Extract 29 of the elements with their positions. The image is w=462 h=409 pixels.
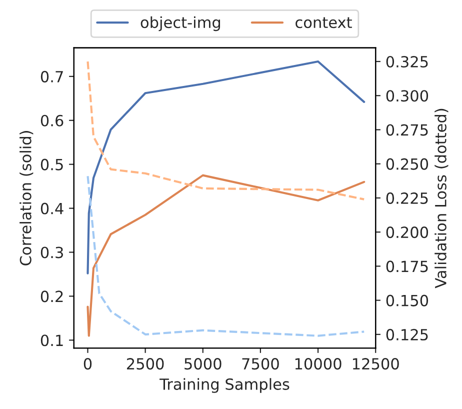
- y2-tick-label: 0.125: [386, 328, 428, 340]
- line-series: [86, 60, 366, 200]
- y-axis-title: Correlation (solid): [20, 131, 34, 266]
- legend-label: context: [296, 17, 352, 28]
- y-tick-label: 0.3: [40, 246, 63, 258]
- x-tick-label: 12500: [352, 358, 399, 370]
- y-tick-label: 0.4: [40, 202, 64, 214]
- legend-label: object-img: [140, 16, 220, 32]
- x-tick-label: 10000: [295, 358, 342, 370]
- y-tick-label: 0.2: [40, 290, 63, 302]
- y2-tick-label: 0.200: [386, 226, 428, 238]
- y-tick-label: 0.6: [40, 114, 64, 126]
- x-tick-label: 5000: [184, 358, 222, 370]
- y2-tick-label: 0.325: [386, 56, 428, 68]
- y-tick-label: 0.7: [40, 70, 63, 82]
- x-tick-label: 7500: [242, 358, 279, 370]
- x-tick-label: 2500: [126, 358, 164, 370]
- y2-axis-title: Validation Loss (dotted): [434, 108, 448, 288]
- y2-tick-label: 0.250: [386, 158, 428, 170]
- y2-tick-label: 0.150: [386, 294, 428, 306]
- x-axis-title: Training Samples: [160, 378, 290, 393]
- y2-tick-label: 0.175: [386, 260, 428, 272]
- y2-tick-label: 0.225: [386, 192, 428, 204]
- y-tick-label: 0.5: [40, 158, 63, 170]
- line-series: [86, 60, 366, 274]
- x-tick-label: 0: [84, 358, 92, 370]
- y2-tick-label: 0.300: [386, 90, 428, 102]
- y2-tick-label: 0.275: [386, 124, 428, 136]
- y-tick-label: 0.1: [40, 334, 63, 346]
